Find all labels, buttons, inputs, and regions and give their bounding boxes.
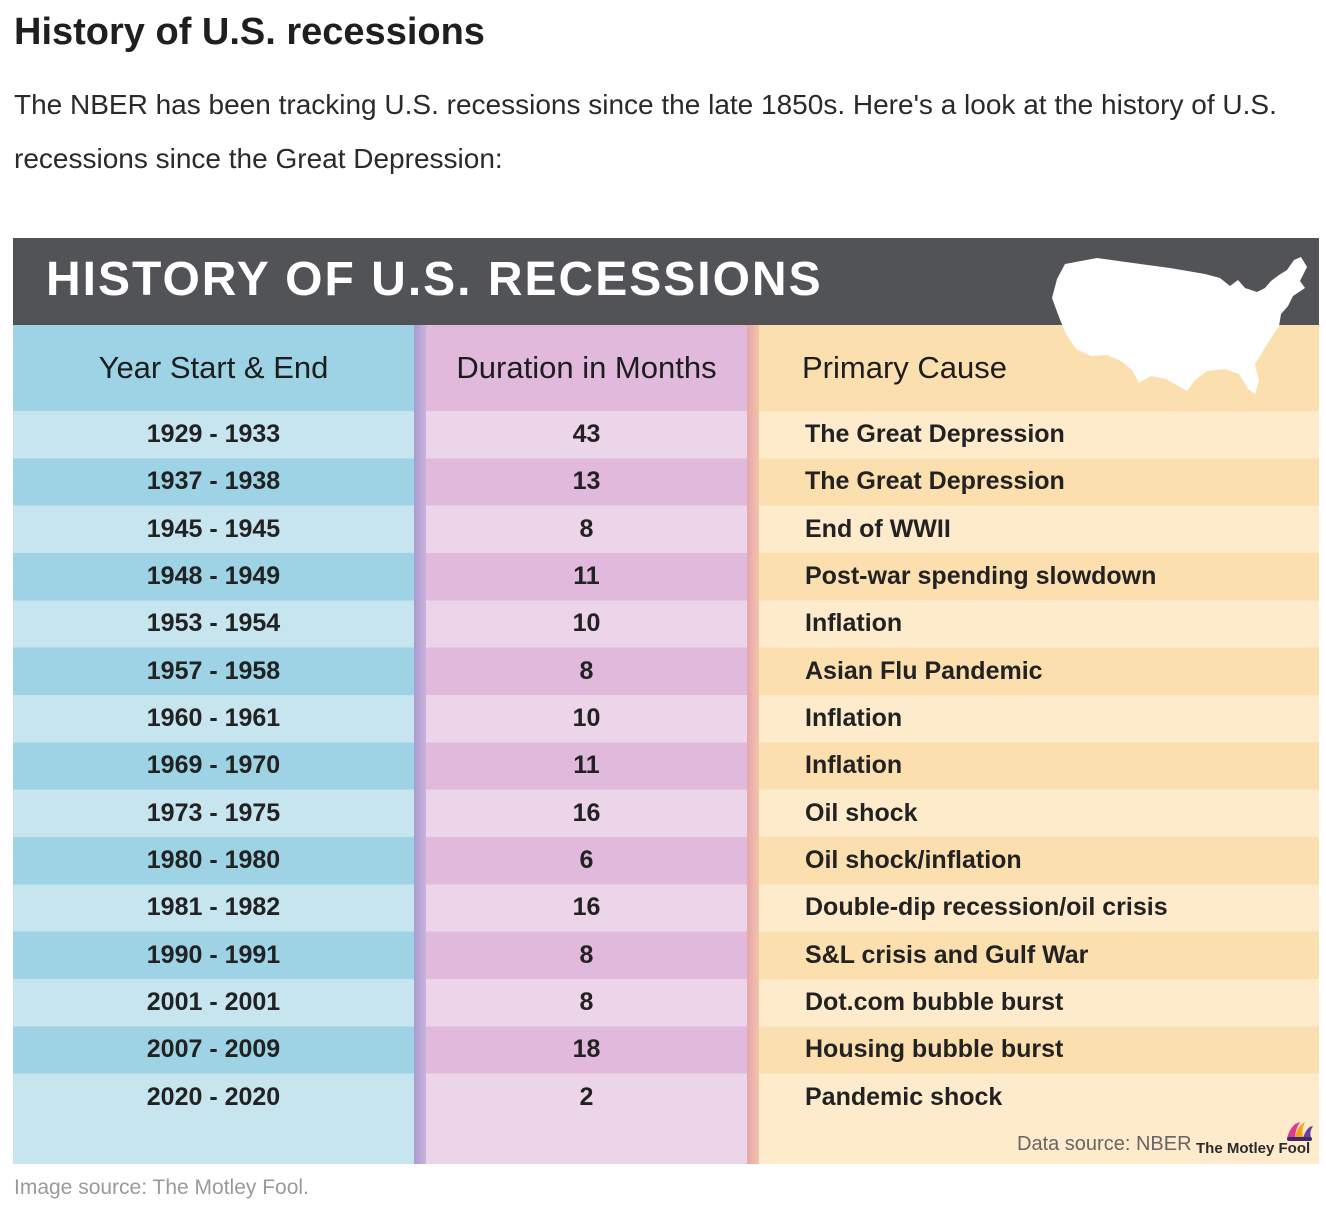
- chart-title: HISTORY OF U.S. RECESSIONS: [46, 253, 823, 306]
- row-duration-cell: 13: [572, 467, 601, 496]
- table-row: 1953 - 1954 10 Inflation: [13, 600, 1319, 647]
- table-row: 1990 - 1991 8 S&L crisis and Gulf War: [13, 932, 1319, 979]
- table-row: 1981 - 1982 16 Double-dip recession/oil cr…: [13, 884, 1319, 931]
- duration-column-background: [426, 325, 747, 1164]
- row-cause-cell: The Great Depression: [805, 420, 1065, 448]
- table-row: 1969 - 1970 11 Inflation: [13, 742, 1319, 789]
- table-row: 1957 - 1958 8 Asian Flu Pandemic: [13, 648, 1319, 695]
- row-cause-cell: Post-war spending slowdown: [805, 561, 1157, 590]
- cause-column-background: [759, 325, 1319, 1164]
- row-years-cell: 1980 - 1980: [146, 845, 281, 874]
- row-years-cell: 1948 - 1949: [146, 561, 281, 590]
- row-cause-cell: Housing bubble burst: [805, 1035, 1064, 1064]
- data-source-note: Data source: NBER: [1017, 1133, 1192, 1155]
- table-row: 1929 - 1933 43 The Great Depression: [13, 411, 1319, 458]
- row-years-cell: 2001 - 2001: [146, 987, 281, 1016]
- row-duration-cell: 11: [573, 561, 600, 590]
- row-cause-cell: The Great Depression: [805, 467, 1065, 496]
- row-duration-cell: 8: [579, 987, 594, 1016]
- row-cause-cell: S&L crisis and Gulf War: [805, 940, 1089, 969]
- year-column-divider: [414, 325, 426, 1164]
- row-cause-cell: Oil shock: [805, 798, 918, 827]
- row-cause-cell: Inflation: [805, 751, 903, 780]
- row-duration-cell: 43: [572, 420, 601, 448]
- row-cause-cell: Pandemic shock: [805, 1082, 1003, 1111]
- table-row: 1980 - 1980 6 Oil shock/inflation: [13, 837, 1319, 884]
- us-map-icon: [1052, 257, 1307, 394]
- row-duration-cell: 8: [579, 514, 594, 543]
- column-header-years: Year Start & End: [98, 350, 329, 385]
- row-cause-cell: Inflation: [805, 609, 903, 638]
- column-header-cause: Primary Cause: [802, 350, 1007, 385]
- row-duration-cell: 8: [579, 656, 594, 685]
- duration-column-divider: [747, 325, 759, 1164]
- table-row: 2007 - 2009 18 Housing bubble burst: [13, 1026, 1319, 1073]
- row-cause-cell: Inflation: [805, 703, 903, 732]
- table-row: 1937 - 1938 13 The Great Depression: [13, 458, 1319, 505]
- row-cause-cell: Oil shock/inflation: [805, 845, 1022, 874]
- row-years-cell: 1981 - 1982: [146, 893, 281, 922]
- recessions-infographic: Year Start & End Duration in Months Prim…: [13, 238, 1319, 1164]
- row-years-cell: 2020 - 2020: [146, 1082, 281, 1111]
- row-years-cell: 1973 - 1975: [146, 798, 281, 827]
- row-duration-cell: 11: [573, 751, 600, 780]
- row-years-cell: 2007 - 2009: [146, 1035, 281, 1064]
- article-intro: The NBER has been tracking U.S. recessio…: [14, 89, 1277, 174]
- row-cause-cell: Asian Flu Pandemic: [805, 656, 1043, 685]
- row-years-cell: 1960 - 1961: [146, 703, 281, 732]
- table-row: 1973 - 1975 16 Oil shock: [13, 790, 1319, 837]
- row-cause-cell: End of WWII: [805, 514, 951, 543]
- brand-wordmark: The Motley Fool: [1196, 1140, 1311, 1157]
- row-years-cell: 1953 - 1954: [146, 609, 281, 638]
- row-cause-cell: Double-dip recession/oil crisis: [805, 893, 1168, 922]
- article-heading: History of U.S. recessions: [14, 11, 485, 53]
- column-header-duration: Duration in Months: [456, 350, 717, 385]
- jester-hat-logo-icon: [1287, 1122, 1313, 1141]
- image-source-caption: Image source: The Motley Fool.: [14, 1176, 309, 1199]
- row-years-cell: 1937 - 1938: [146, 467, 281, 496]
- row-years-cell: 1945 - 1945: [146, 514, 281, 543]
- row-years-cell: 1957 - 1958: [146, 656, 281, 685]
- row-duration-cell: 16: [572, 893, 601, 922]
- row-cause-cell: Dot.com bubble burst: [805, 987, 1064, 1016]
- table-row: 1960 - 1961 10 Inflation: [13, 695, 1319, 742]
- table-row: 1945 - 1945 8 End of WWII: [13, 506, 1319, 553]
- table-row: 2001 - 2001 8 Dot.com bubble burst: [13, 979, 1319, 1026]
- year-column-background: [13, 325, 414, 1164]
- row-years-cell: 1969 - 1970: [146, 751, 281, 780]
- table-row: 2020 - 2020 2 Pandemic shock: [13, 1074, 1319, 1121]
- table-row: 1948 - 1949 11 Post-war spending slowdown: [13, 553, 1319, 600]
- row-duration-cell: 8: [579, 940, 594, 969]
- row-years-cell: 1929 - 1933: [146, 420, 281, 448]
- row-duration-cell: 16: [572, 798, 601, 827]
- row-duration-cell: 10: [572, 703, 601, 732]
- row-duration-cell: 18: [572, 1035, 601, 1064]
- row-duration-cell: 10: [572, 609, 601, 638]
- row-duration-cell: 6: [579, 845, 594, 874]
- row-years-cell: 1990 - 1991: [146, 940, 281, 969]
- row-duration-cell: 2: [579, 1082, 594, 1111]
